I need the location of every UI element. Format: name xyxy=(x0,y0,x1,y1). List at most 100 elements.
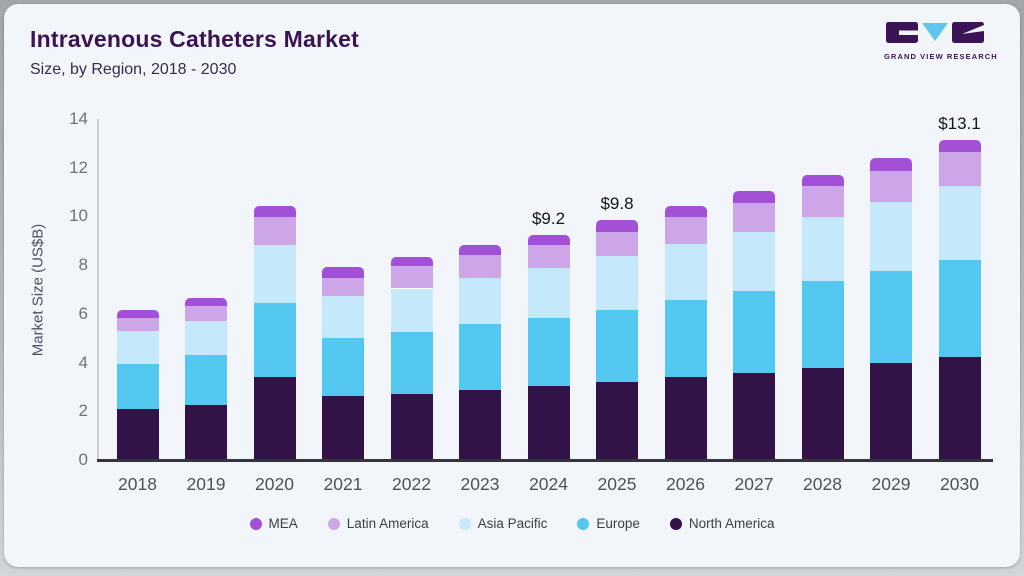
bar-segment-mea-2021[interactable] xyxy=(322,267,364,279)
bar-segment-asia-pacific-2025[interactable] xyxy=(596,256,638,310)
legend-label: Europe xyxy=(596,516,640,531)
legend-item-mea[interactable]: MEA xyxy=(249,516,298,531)
bar-segment-mea-2026[interactable] xyxy=(664,206,707,218)
x-tick-label: 2024 xyxy=(529,474,568,494)
bar-segment-europe-2023[interactable] xyxy=(459,324,501,390)
x-tick-label: 2018 xyxy=(118,474,157,494)
bar-segment-asia-pacific-2023[interactable] xyxy=(459,278,501,325)
x-tick-label: 2022 xyxy=(392,474,431,494)
legend-item-latin-america[interactable]: Latin America xyxy=(327,516,429,531)
bar-segment-asia-pacific-2021[interactable] xyxy=(322,296,364,338)
bar-segment-north-america-2025[interactable] xyxy=(596,382,638,459)
bar-segment-europe-2019[interactable] xyxy=(185,355,227,406)
bar-segment-mea-2022[interactable] xyxy=(390,257,433,267)
bar-segment-europe-2018[interactable] xyxy=(116,364,159,410)
bar-segment-mea-2020[interactable] xyxy=(253,205,296,217)
bar-segment-europe-2025[interactable] xyxy=(596,309,638,383)
legend-item-asia-pacific[interactable]: Asia Pacific xyxy=(458,516,547,531)
bar-segment-asia-pacific-2019[interactable] xyxy=(185,321,227,356)
bar-segment-latin-america-2021[interactable] xyxy=(322,278,364,297)
bar-segment-latin-america-2029[interactable] xyxy=(870,170,912,202)
bar-segment-latin-america-2026[interactable] xyxy=(664,217,707,245)
bar-segment-europe-2026[interactable] xyxy=(664,299,707,378)
bar-segment-europe-2024[interactable] xyxy=(527,317,570,386)
value-label-2030: $13.1 xyxy=(938,113,981,133)
bar-segment-asia-pacific-2026[interactable] xyxy=(664,244,707,300)
x-tick-label: 2030 xyxy=(940,474,979,494)
bar-segment-mea-2023[interactable] xyxy=(459,244,501,256)
bar-segment-latin-america-2030[interactable] xyxy=(938,151,981,186)
bar-segment-mea-2019[interactable] xyxy=(185,298,227,306)
bar-segment-north-america-2023[interactable] xyxy=(459,389,501,459)
x-tick-label: 2021 xyxy=(323,474,363,494)
legend-swatch-europe xyxy=(577,517,590,530)
bar-segment-north-america-2018[interactable] xyxy=(116,409,159,459)
bar-segment-north-america-2021[interactable] xyxy=(322,395,364,459)
legend-swatch-latin-america xyxy=(327,517,340,530)
bar-segment-mea-2018[interactable] xyxy=(116,310,159,318)
bar-segment-north-america-2027[interactable] xyxy=(733,373,775,459)
bar-segment-asia-pacific-2020[interactable] xyxy=(253,244,296,304)
gvr-logo: GRAND VIEW RESEARCH xyxy=(884,22,997,61)
bar-segment-north-america-2026[interactable] xyxy=(664,377,707,459)
bar-segment-asia-pacific-2022[interactable] xyxy=(390,288,433,332)
bar-segment-north-america-2020[interactable] xyxy=(253,377,296,459)
bar-segment-mea-2027[interactable] xyxy=(733,191,775,204)
y-axis-title: Market Size (US$B) xyxy=(29,223,47,357)
bar-segment-europe-2020[interactable] xyxy=(253,303,296,378)
bar-segment-asia-pacific-2030[interactable] xyxy=(938,185,981,260)
legend: MEA Latin America Asia Pacific Europe North … xyxy=(0,516,1024,531)
bar-segment-latin-america-2023[interactable] xyxy=(459,255,501,279)
y-tick-label: 8 xyxy=(78,255,88,275)
bar-segment-latin-america-2018[interactable] xyxy=(116,317,159,332)
y-tick-label: 2 xyxy=(78,401,88,421)
logo-triangle-icon xyxy=(922,23,948,41)
y-tick-label: 4 xyxy=(78,352,88,372)
bar-segment-mea-2024[interactable] xyxy=(527,234,570,246)
bar-segment-europe-2021[interactable] xyxy=(322,337,364,396)
legend-item-north-america[interactable]: North America xyxy=(669,516,774,531)
bar-segment-latin-america-2025[interactable] xyxy=(596,231,638,257)
bar-segment-latin-america-2020[interactable] xyxy=(253,216,296,245)
bar-segment-asia-pacific-2027[interactable] xyxy=(733,231,775,291)
bar-segment-asia-pacific-2029[interactable] xyxy=(870,201,912,272)
bar-segment-europe-2027[interactable] xyxy=(733,290,775,374)
bar-segment-mea-2028[interactable] xyxy=(801,174,844,187)
bar-segment-asia-pacific-2028[interactable] xyxy=(801,216,844,282)
bar-segment-latin-america-2022[interactable] xyxy=(390,266,433,289)
x-tick-label: 2029 xyxy=(871,474,911,494)
y-tick-label: 10 xyxy=(69,206,88,226)
bar-segment-mea-2030[interactable] xyxy=(938,139,981,152)
legend-item-europe[interactable]: Europe xyxy=(577,516,640,531)
bar-segment-europe-2028[interactable] xyxy=(801,281,844,369)
bar-segment-latin-america-2024[interactable] xyxy=(527,245,570,268)
bar-segment-europe-2030[interactable] xyxy=(938,260,981,358)
bar-segment-north-america-2029[interactable] xyxy=(870,363,912,459)
x-tick-label: 2028 xyxy=(803,474,842,494)
y-axis-line xyxy=(97,119,99,460)
bar-segment-asia-pacific-2018[interactable] xyxy=(116,331,159,364)
bar-segment-latin-america-2019[interactable] xyxy=(185,305,227,322)
x-tick-label: 2026 xyxy=(666,474,705,494)
bar-segment-north-america-2019[interactable] xyxy=(185,405,227,459)
bar-segment-asia-pacific-2024[interactable] xyxy=(527,267,570,318)
legend-label: MEA xyxy=(268,516,298,531)
legend-swatch-mea xyxy=(249,517,262,530)
bar-segment-europe-2022[interactable] xyxy=(390,331,433,394)
x-tick-label: 2019 xyxy=(186,474,226,494)
bar-segment-north-america-2022[interactable] xyxy=(390,393,433,459)
chart-card xyxy=(4,4,1020,567)
bar-segment-north-america-2024[interactable] xyxy=(527,385,570,459)
y-tick-label: 14 xyxy=(69,109,88,128)
bar-segment-latin-america-2028[interactable] xyxy=(801,186,844,217)
bar-segment-europe-2029[interactable] xyxy=(870,271,912,364)
legend-swatch-north-america xyxy=(669,517,682,530)
bar-segment-latin-america-2027[interactable] xyxy=(733,203,775,232)
bar-segment-mea-2029[interactable] xyxy=(870,158,912,171)
bar-segment-mea-2025[interactable] xyxy=(596,220,638,232)
bar-segment-north-america-2028[interactable] xyxy=(801,368,844,459)
value-label-2024: $9.2 xyxy=(531,208,566,228)
y-tick-label: 0 xyxy=(78,450,88,469)
bar-segment-north-america-2030[interactable] xyxy=(938,357,981,459)
